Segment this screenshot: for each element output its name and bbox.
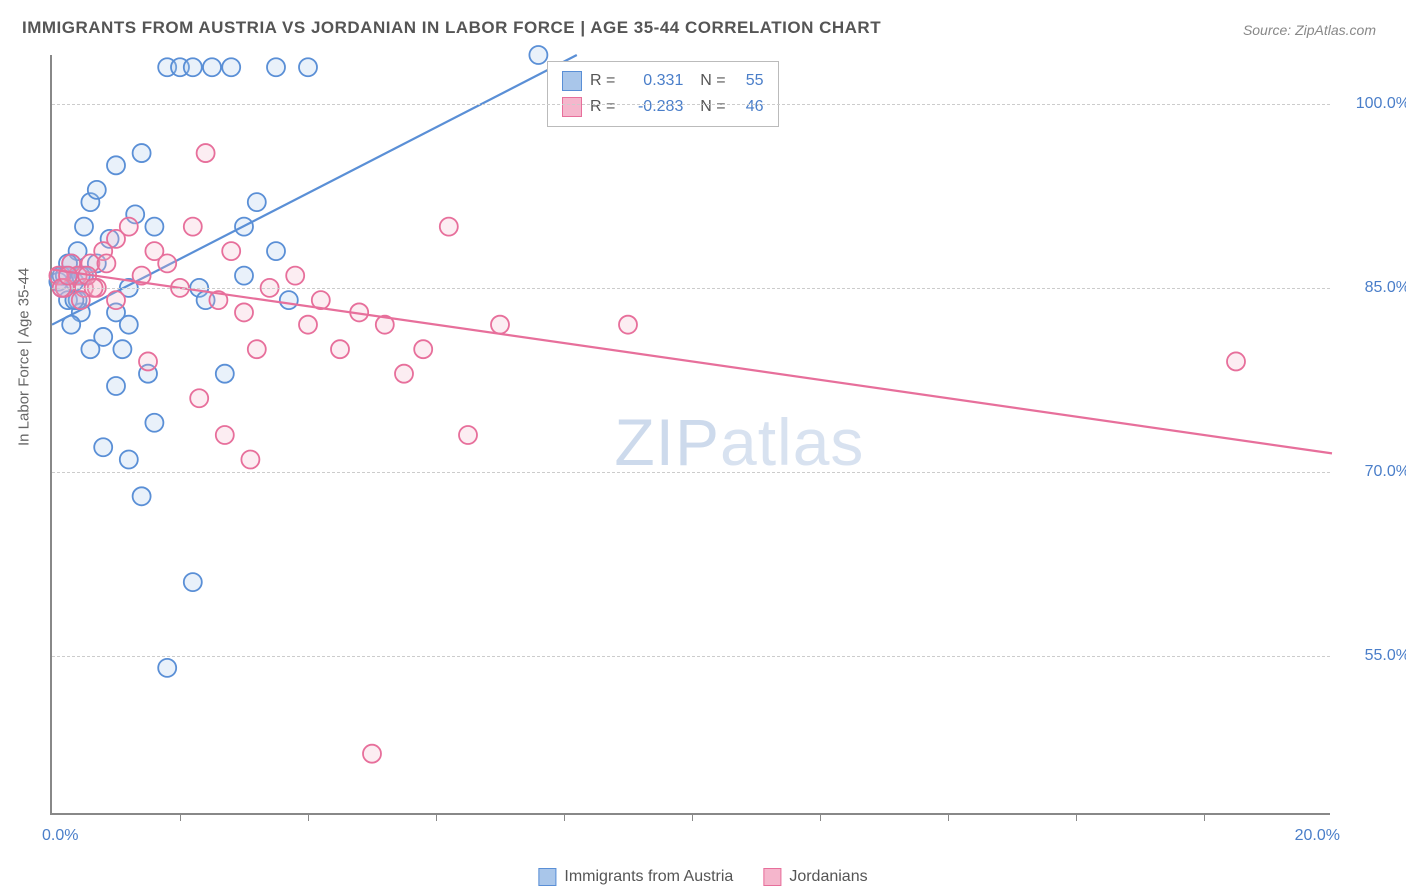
- trend-line: [52, 55, 577, 325]
- data-point: [113, 340, 131, 358]
- data-point: [158, 659, 176, 677]
- gridline: [52, 656, 1330, 657]
- data-point: [1227, 352, 1245, 370]
- data-point: [94, 438, 112, 456]
- data-point: [97, 254, 115, 272]
- stat-r-label: R =: [590, 68, 615, 94]
- data-point: [216, 365, 234, 383]
- data-point: [107, 291, 125, 309]
- data-point: [267, 242, 285, 260]
- data-point: [222, 242, 240, 260]
- data-point: [235, 267, 253, 285]
- x-tick: [1076, 813, 1077, 821]
- data-point: [235, 303, 253, 321]
- data-point: [216, 426, 234, 444]
- y-tick-label: 70.0%: [1340, 463, 1406, 481]
- y-tick-label: 85.0%: [1340, 279, 1406, 297]
- data-point: [145, 218, 163, 236]
- data-point: [190, 389, 208, 407]
- series-swatch: [562, 97, 582, 117]
- stat-r-value: 0.331: [623, 68, 683, 94]
- data-point: [299, 316, 317, 334]
- data-point: [145, 414, 163, 432]
- plot-svg: [52, 55, 1330, 813]
- stats-row: R = -0.283 N = 46: [562, 94, 764, 120]
- gridline: [52, 104, 1330, 105]
- data-point: [222, 58, 240, 76]
- data-point: [267, 58, 285, 76]
- data-point: [619, 316, 637, 334]
- data-point: [414, 340, 432, 358]
- data-point: [88, 181, 106, 199]
- x-tick: [820, 813, 821, 821]
- data-point: [395, 365, 413, 383]
- stat-n-label: N =: [691, 94, 725, 120]
- data-point: [241, 451, 259, 469]
- data-point: [184, 218, 202, 236]
- x-tick: [564, 813, 565, 821]
- data-point: [203, 58, 221, 76]
- data-point: [75, 218, 93, 236]
- gridline: [52, 288, 1330, 289]
- data-point: [107, 156, 125, 174]
- stat-n-value: 55: [734, 68, 764, 94]
- stat-n-value: 46: [734, 94, 764, 120]
- x-tick: [436, 813, 437, 821]
- data-point: [184, 573, 202, 591]
- data-point: [133, 144, 151, 162]
- legend-swatch: [763, 868, 781, 886]
- data-point: [120, 451, 138, 469]
- legend-item: Immigrants from Austria: [538, 868, 733, 886]
- y-tick-label: 100.0%: [1340, 95, 1406, 113]
- data-point: [459, 426, 477, 444]
- scatter-plot: ZIPatlas 0.0% 20.0% R =0.331 N =55R =-0.…: [50, 55, 1330, 815]
- data-point: [286, 267, 304, 285]
- legend: Immigrants from Austria Jordanians: [538, 868, 867, 886]
- x-tick: [692, 813, 693, 821]
- data-point: [440, 218, 458, 236]
- x-axis-max-label: 20.0%: [1295, 827, 1340, 845]
- data-point: [331, 340, 349, 358]
- data-point: [81, 340, 99, 358]
- data-point: [248, 193, 266, 211]
- data-point: [120, 218, 138, 236]
- data-point: [184, 58, 202, 76]
- data-point: [158, 254, 176, 272]
- gridline: [52, 472, 1330, 473]
- x-axis-min-label: 0.0%: [42, 827, 78, 845]
- data-point: [197, 144, 215, 162]
- x-tick: [948, 813, 949, 821]
- data-point: [280, 291, 298, 309]
- stat-r-value: -0.283: [623, 94, 683, 120]
- x-tick: [1204, 813, 1205, 821]
- chart-title: IMMIGRANTS FROM AUSTRIA VS JORDANIAN IN …: [22, 18, 881, 38]
- series-swatch: [562, 71, 582, 91]
- correlation-stats-box: R = 0.331 N = 55 R = -0.283 N = 46: [547, 61, 779, 127]
- legend-label: Jordanians: [789, 868, 867, 886]
- legend-item: Jordanians: [763, 868, 867, 886]
- y-tick-label: 55.0%: [1340, 647, 1406, 665]
- x-tick: [308, 813, 309, 821]
- data-point: [299, 58, 317, 76]
- data-point: [491, 316, 509, 334]
- trend-line: [52, 270, 1332, 454]
- stats-row: R = 0.331 N = 55: [562, 68, 764, 94]
- data-point: [133, 487, 151, 505]
- data-point: [529, 46, 547, 64]
- y-axis-title: In Labor Force | Age 35-44: [16, 268, 33, 446]
- legend-swatch: [538, 868, 556, 886]
- stat-n-label: N =: [691, 68, 725, 94]
- data-point: [363, 745, 381, 763]
- data-point: [248, 340, 266, 358]
- source-attribution: Source: ZipAtlas.com: [1243, 22, 1376, 38]
- data-point: [59, 267, 77, 285]
- data-point: [139, 352, 157, 370]
- legend-label: Immigrants from Austria: [564, 868, 733, 886]
- data-point: [107, 377, 125, 395]
- x-tick: [180, 813, 181, 821]
- stat-r-label: R =: [590, 94, 615, 120]
